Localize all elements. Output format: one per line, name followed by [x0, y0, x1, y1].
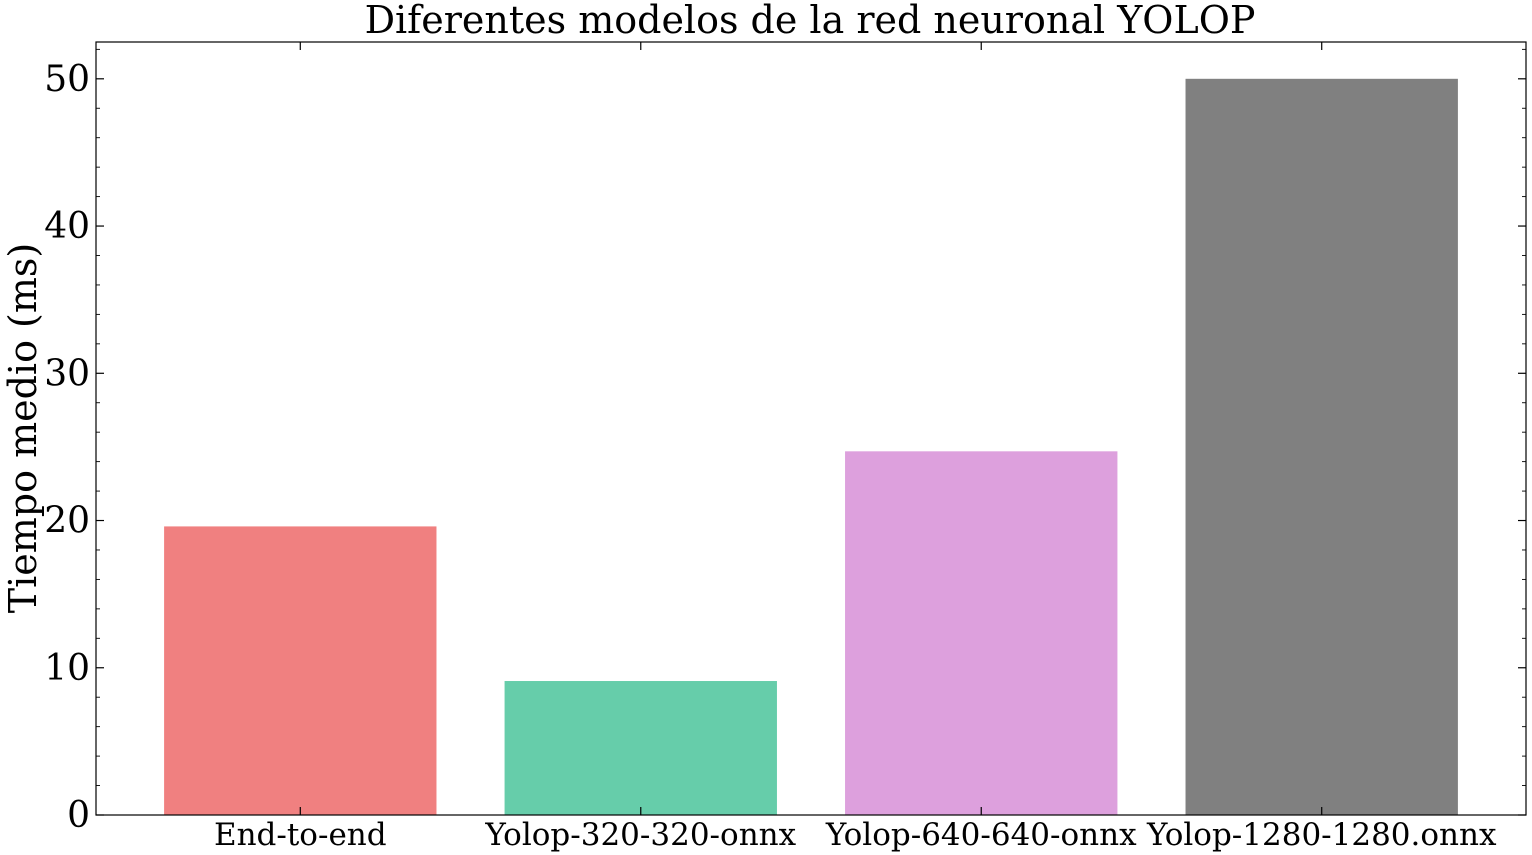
minor-ticks: [96, 48, 1526, 787]
x-tick-label: Yolop-640-640-onnx: [825, 817, 1137, 853]
y-axis-ticks: 0 10 20 30 40 50: [44, 59, 1526, 836]
chart-title: Diferentes modelos de la red neuronal YO…: [365, 0, 1256, 42]
y-tick-label: 50: [44, 59, 90, 100]
x-tick-label: Yolop-1280-1280.onnx: [1146, 817, 1497, 853]
bar-2: [504, 681, 777, 815]
y-tick-label: 30: [44, 353, 90, 394]
bar-4: [1185, 78, 1458, 816]
bar-3: [845, 451, 1118, 815]
y-axis-label: Tiempo medio (ms): [1, 243, 45, 613]
y-tick-label: 20: [44, 501, 90, 542]
x-tick-label: End-to-end: [214, 817, 387, 853]
plot-frame: [95, 41, 1527, 816]
y-tick-label: 10: [44, 648, 90, 689]
bar-1: [164, 526, 437, 815]
x-axis-ticks: End-to-end Yolop-320-320-onnx Yolop-640-64…: [214, 42, 1497, 853]
x-tick-label: Yolop-320-320-onnx: [484, 817, 796, 853]
y-tick-label: 0: [67, 795, 90, 836]
bars: [164, 78, 1458, 816]
y-tick-label: 40: [44, 206, 90, 247]
